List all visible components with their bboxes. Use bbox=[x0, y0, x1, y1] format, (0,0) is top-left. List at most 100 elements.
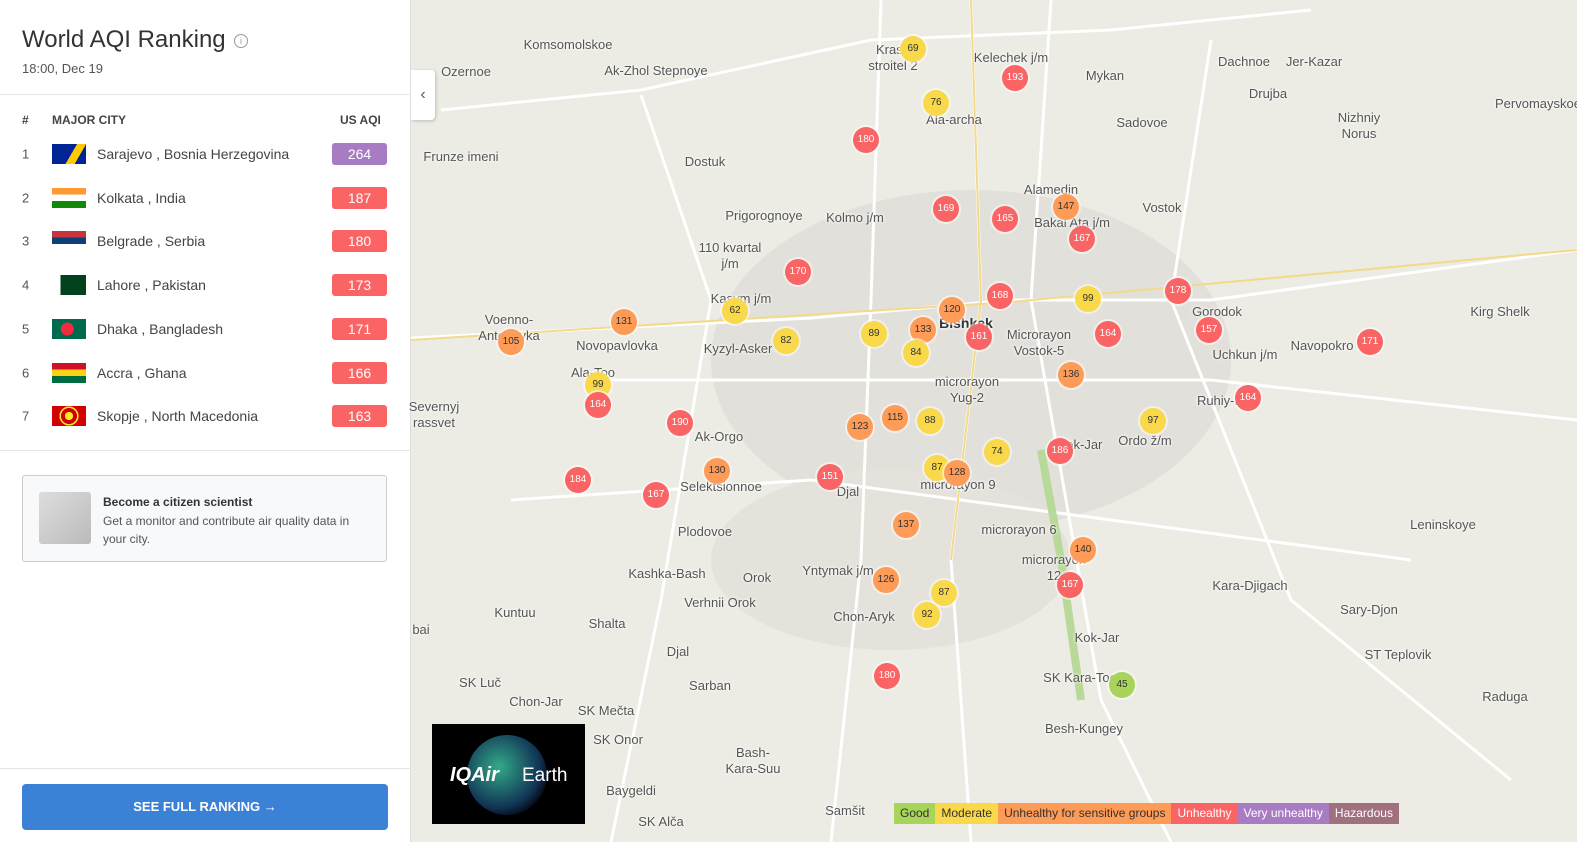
monitor-image bbox=[39, 492, 91, 544]
place-label: Kirg Shelk bbox=[1470, 304, 1530, 319]
aqi-badge: 264 bbox=[332, 143, 387, 165]
aqi-station[interactable]: 130 bbox=[704, 458, 730, 484]
place-label: Vostok bbox=[1142, 200, 1182, 215]
place-label: SK Onor bbox=[593, 732, 643, 747]
city-name[interactable]: Sarajevo , Bosnia Herzegovina bbox=[97, 146, 290, 162]
aqi-station[interactable]: 151 bbox=[817, 464, 843, 490]
aqi-station[interactable]: 164 bbox=[1235, 385, 1261, 411]
aqi-station[interactable]: 131 bbox=[611, 309, 637, 335]
place-label: Sarban bbox=[689, 678, 731, 693]
aqi-station[interactable]: 89 bbox=[861, 321, 887, 347]
header-rank: # bbox=[22, 113, 29, 127]
place-label: Ak-Orgo bbox=[694, 429, 744, 444]
aqi-station[interactable]: 169 bbox=[933, 196, 959, 222]
place-label: Bash- Kara-Suu bbox=[725, 745, 781, 776]
divider bbox=[0, 768, 411, 769]
legend-item: Very unhealthy bbox=[1237, 803, 1329, 824]
aqi-station[interactable]: 164 bbox=[585, 392, 611, 418]
aqi-station[interactable]: 88 bbox=[917, 408, 943, 434]
aqi-station[interactable]: 76 bbox=[923, 90, 949, 116]
aqi-station[interactable]: 137 bbox=[893, 512, 919, 538]
aqi-station[interactable]: 168 bbox=[987, 283, 1013, 309]
rank: 7 bbox=[22, 408, 30, 424]
aqi-station[interactable]: 92 bbox=[914, 602, 940, 628]
aqi-badge: 187 bbox=[332, 187, 387, 209]
aqi-station[interactable]: 147 bbox=[1053, 194, 1079, 220]
rank: 5 bbox=[22, 321, 30, 337]
place-label: Gorodok bbox=[1192, 304, 1242, 319]
aqi-station[interactable]: 84 bbox=[903, 340, 929, 366]
flag bbox=[52, 406, 86, 426]
promo-card[interactable]: Become a citizen scientist Get a monitor… bbox=[22, 475, 387, 562]
aqi-station[interactable]: 167 bbox=[1057, 572, 1083, 598]
rank: 2 bbox=[22, 190, 30, 206]
aqi-station[interactable]: 180 bbox=[874, 663, 900, 689]
aqi-station[interactable]: 105 bbox=[498, 329, 524, 355]
aqi-station[interactable]: 87 bbox=[931, 580, 957, 606]
promo-title: Become a citizen scientist bbox=[103, 495, 253, 509]
aqi-station[interactable]: 164 bbox=[1095, 321, 1121, 347]
place-label: Alamedin bbox=[1023, 182, 1079, 197]
aqi-badge: 163 bbox=[332, 405, 387, 427]
place-label: Kara-Djigach bbox=[1212, 578, 1288, 593]
flag bbox=[52, 319, 86, 339]
aqi-station[interactable]: 133 bbox=[910, 317, 936, 343]
city-name[interactable]: Skopje , North Macedonia bbox=[97, 408, 259, 424]
aqi-station[interactable]: 161 bbox=[966, 324, 992, 350]
aqi-station[interactable]: 120 bbox=[939, 297, 965, 323]
place-label: Ak-Zhol Stepnoye bbox=[604, 63, 708, 78]
aqi-station[interactable]: 126 bbox=[873, 567, 899, 593]
place-label: Shalta bbox=[588, 616, 626, 631]
aqi-station[interactable]: 82 bbox=[773, 328, 799, 354]
aqi-station[interactable]: 180 bbox=[853, 127, 879, 153]
aqi-station[interactable]: 170 bbox=[785, 259, 811, 285]
aqi-station[interactable]: 128 bbox=[944, 460, 970, 486]
place-label: Chon-Jar bbox=[509, 694, 563, 709]
aqi-station[interactable]: 69 bbox=[900, 36, 926, 62]
city-name[interactable]: Belgrade , Serbia bbox=[97, 233, 206, 249]
place-label: Novopavlovka bbox=[576, 338, 658, 353]
aqi-station[interactable]: 157 bbox=[1196, 317, 1222, 343]
aqi-station[interactable]: 186 bbox=[1047, 438, 1073, 464]
place-label: Leninskoye bbox=[1410, 517, 1476, 532]
aqi-station[interactable]: 184 bbox=[565, 467, 591, 493]
legend-item: Unhealthy for sensitive groups bbox=[998, 803, 1172, 824]
aqi-station[interactable]: 74 bbox=[984, 439, 1010, 465]
info-icon[interactable]: i bbox=[234, 34, 248, 48]
aqi-station[interactable]: 123 bbox=[847, 414, 873, 440]
city-name[interactable]: Accra , Ghana bbox=[97, 365, 187, 381]
aqi-station[interactable]: 62 bbox=[722, 298, 748, 324]
divider bbox=[0, 450, 411, 451]
aqi-station[interactable]: 45 bbox=[1109, 672, 1135, 698]
place-label: Sary-Djon bbox=[1340, 602, 1398, 617]
place-label: Orok bbox=[742, 570, 772, 585]
aqi-station[interactable]: 97 bbox=[1140, 408, 1166, 434]
aqi-station[interactable]: 190 bbox=[667, 410, 693, 436]
aqi-station[interactable]: 165 bbox=[992, 206, 1018, 232]
aqi-station[interactable]: 178 bbox=[1165, 278, 1191, 304]
aqi-station[interactable]: 167 bbox=[643, 482, 669, 508]
aqi-station[interactable]: 171 bbox=[1357, 329, 1383, 355]
aqi-station[interactable]: 167 bbox=[1069, 226, 1095, 252]
aqi-station[interactable]: 115 bbox=[882, 405, 908, 431]
place-label: Djal bbox=[836, 484, 860, 499]
title: World AQI Ranking bbox=[22, 26, 226, 53]
aqi-station[interactable]: 193 bbox=[1002, 65, 1028, 91]
aqi-station[interactable]: 99 bbox=[1075, 286, 1101, 312]
place-label: Kelechek j/m bbox=[973, 50, 1049, 65]
place-label: Baygeldi bbox=[606, 783, 656, 798]
aqi-station[interactable]: 136 bbox=[1058, 362, 1084, 388]
place-label: Djal bbox=[666, 644, 690, 659]
city-name[interactable]: Kolkata , India bbox=[97, 190, 186, 206]
place-label: SK Kara-Too bbox=[1043, 670, 1117, 685]
full-ranking-button[interactable]: SEE FULL RANKING → bbox=[22, 784, 388, 830]
city-name[interactable]: Lahore , Pakistan bbox=[97, 277, 206, 293]
place-label: Mykan bbox=[1085, 68, 1125, 83]
globe bbox=[467, 735, 547, 815]
aqi-station[interactable]: 140 bbox=[1070, 537, 1096, 563]
aqi-badge: 171 bbox=[332, 318, 387, 340]
collapse-tab[interactable]: ‹ bbox=[411, 70, 435, 120]
city-name[interactable]: Dhaka , Bangladesh bbox=[97, 321, 224, 337]
divider bbox=[0, 94, 411, 95]
map[interactable] bbox=[411, 0, 1577, 842]
